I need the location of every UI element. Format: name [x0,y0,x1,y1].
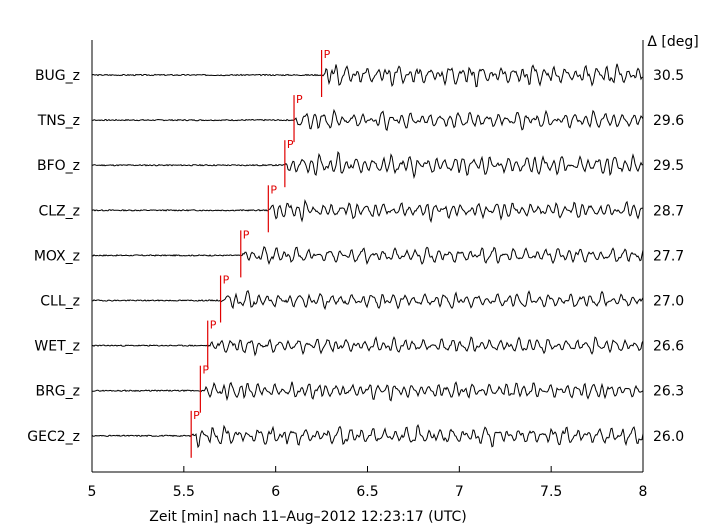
station-label: BUG_z [35,68,80,84]
trace-mox-z [91,246,644,265]
p-pick-label: P [223,274,230,287]
distance-label: 29.5 [653,158,684,174]
x-axis: 5 5.5 6 6.5 7 7.5 8 [88,466,648,500]
trace-clz-z [91,198,644,224]
station-label: TNS_z [37,113,80,129]
station-label: WET_z [34,339,80,355]
distance-label: 26.3 [653,384,684,400]
distance-label: 30.5 [653,68,684,84]
trace-bug-z [91,63,644,88]
trace-gec2-z [91,424,644,449]
trace-tns-z [91,108,644,132]
trace-brg-z [91,381,644,402]
p-pick-label: P [296,93,303,106]
distance-label: 29.6 [653,113,684,129]
station-label: BRG_z [35,384,80,400]
p-pick-label: P [324,48,331,61]
x-tick-label: 5 [88,484,97,500]
x-tick-label: 8 [639,484,648,500]
trace-cll-z [91,290,644,311]
distance-label: 27.7 [653,248,684,264]
traces-group: P P P P P P P P P [91,48,644,458]
p-pick-label: P [210,319,217,332]
station-label: CLL_z [40,294,80,310]
p-pick-label: P [202,364,209,377]
p-pick-label: P [193,409,200,422]
x-axis-label: Zeit [min] nach 11–Aug–2012 12:23:17 (UT… [149,509,467,525]
labels-group: BUG_z 30.5 TNS_z 29.6 BFO_z 29.5 CLZ_z 28.7 MOX_… [27,68,684,445]
distance-label: 26.0 [653,429,684,445]
station-label: BFO_z [37,158,80,174]
x-tick-label: 6.5 [356,484,378,500]
p-pick-label: P [270,183,277,196]
x-tick-label: 5.5 [173,484,195,500]
x-tick-label: 6 [271,484,280,500]
trace-wet-z [91,336,644,357]
distance-label: 26.6 [653,339,684,355]
distance-label: 28.7 [653,203,684,219]
trace-bfo-z [91,150,644,180]
p-pick-label: P [243,228,250,241]
distance-label: 27.0 [653,294,684,310]
distance-axis-label: Δ [deg] [647,34,698,50]
station-label: CLZ_z [38,203,80,219]
station-label: GEC2_z [27,429,80,445]
station-label: MOX_z [34,248,80,264]
p-pick-label: P [287,138,294,151]
x-tick-label: 7 [455,484,464,500]
x-tick-label: 7.5 [540,484,562,500]
